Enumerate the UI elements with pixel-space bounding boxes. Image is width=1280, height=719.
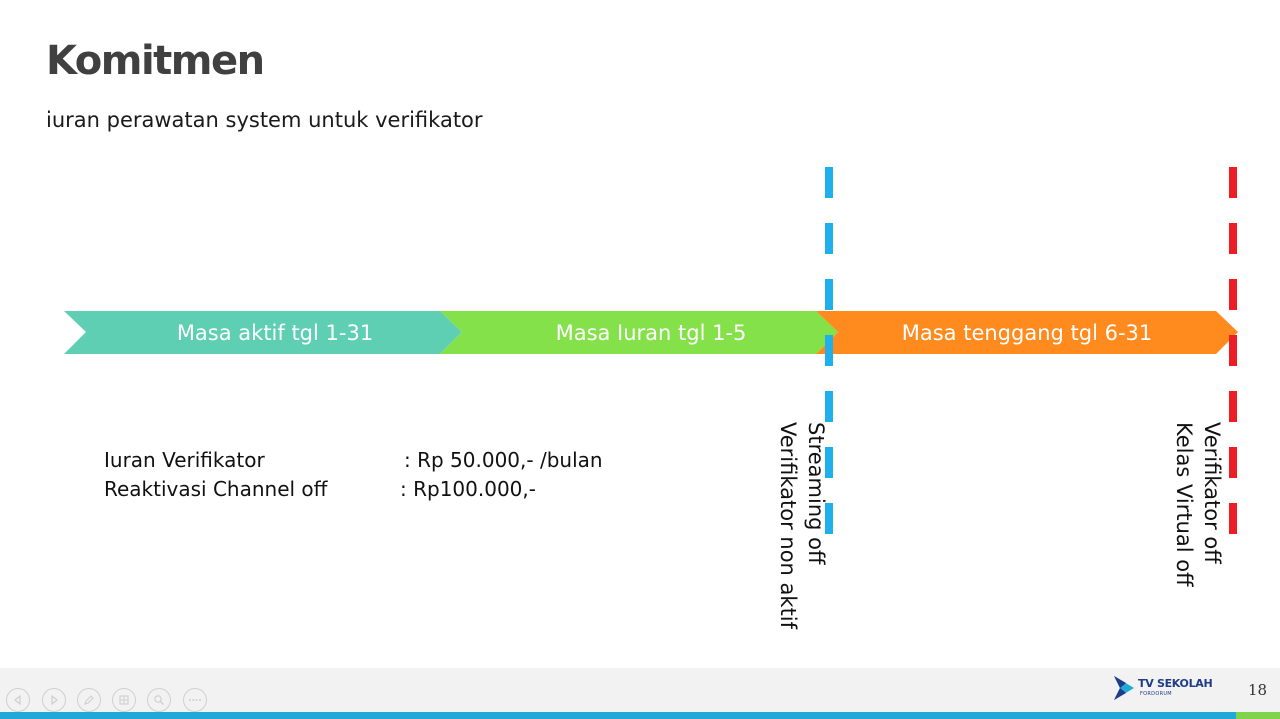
more-icon[interactable] <box>183 688 207 712</box>
logo-text: TV SEKOLAH <box>1138 677 1213 690</box>
marker-note-verifikator-off: Verifikator off Kelas Virtual off <box>1170 422 1226 587</box>
play-logo-icon <box>1114 676 1134 700</box>
zoom-icon[interactable] <box>147 688 171 712</box>
marker-note-line: Verifikator non aktif <box>776 422 800 630</box>
pen-icon[interactable] <box>77 688 101 712</box>
segment-label-tenggang: Masa tenggang tgl 6-31 <box>902 321 1153 345</box>
slide-subtitle: iuran perawatan system untuk verifikator <box>46 108 483 132</box>
slide: Komitmen iuran perawatan system untuk ve… <box>46 38 1238 630</box>
tv-sekolah-logo: TV SEKOLAH FORDORUM <box>1112 674 1222 704</box>
timeline-diagram: Masa aktif tgl 1-31 Masa Iuran tgl 1-5 M… <box>64 167 1238 536</box>
fee-value: : Rp 50.000,- /bulan <box>404 448 603 472</box>
fee-label: Iuran Verifikator <box>104 448 265 472</box>
marker-note-line: Verifikator off <box>1200 422 1224 564</box>
fee-value: : Rp100.000,- <box>400 477 536 501</box>
page-number: 18 <box>1248 681 1268 699</box>
progress-bar-blue <box>0 712 1236 719</box>
logo-subtext: FORDORUM <box>1140 691 1172 697</box>
segment-arrow-tenggang <box>816 311 1238 354</box>
segment-arrow-iuran <box>440 311 838 354</box>
segment-arrow-active <box>64 311 462 354</box>
slide-title: Komitmen <box>46 38 265 84</box>
marker-note-line: Streaming off <box>804 422 828 565</box>
progress-bar-green <box>1236 712 1280 719</box>
presentation-toolbar <box>0 668 1280 719</box>
marker-note-streaming-off: Streaming off Verifikator non aktif <box>774 422 830 629</box>
marker-note-line: Kelas Virtual off <box>1172 422 1196 587</box>
next-icon[interactable] <box>42 688 66 712</box>
segment-label-active: Masa aktif tgl 1-31 <box>177 321 373 345</box>
fee-label: Reaktivasi Channel off <box>104 477 328 501</box>
segment-label-iuran: Masa Iuran tgl 1-5 <box>556 321 747 345</box>
previous-icon[interactable] <box>6 688 30 712</box>
slides-icon[interactable] <box>112 688 136 712</box>
